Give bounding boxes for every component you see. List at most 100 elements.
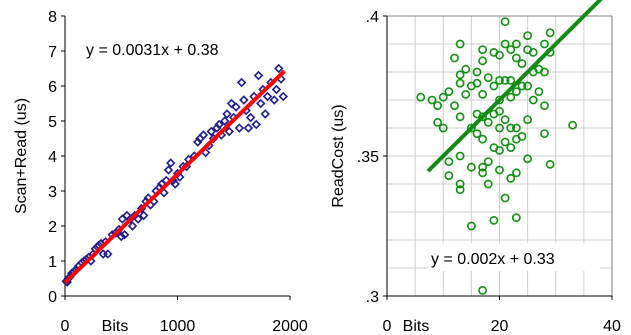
- data-point: [478, 90, 488, 99]
- data-point: [433, 101, 443, 110]
- data-point: [495, 95, 504, 105]
- x-axis-label: Bits: [403, 318, 430, 335]
- data-point: [506, 76, 516, 85]
- data-point: [517, 81, 527, 91]
- data-point: [545, 28, 555, 38]
- data-point: [206, 126, 216, 137]
- y-tick-label: 2: [48, 219, 57, 236]
- y-tick-label: 4: [48, 149, 57, 166]
- data-point: [444, 87, 454, 96]
- data-point: [455, 151, 465, 161]
- data-point: [506, 173, 516, 183]
- data-point: [506, 143, 516, 152]
- data-point: [139, 210, 149, 221]
- data-point: [262, 91, 273, 102]
- data-point: [461, 90, 471, 99]
- data-point: [483, 118, 493, 127]
- data-point: [239, 95, 249, 105]
- trend-equation: y = 0.002x + 0.33: [431, 251, 555, 268]
- data-point: [500, 76, 510, 85]
- data-point: [495, 165, 504, 175]
- data-point: [478, 56, 488, 66]
- data-point: [455, 179, 465, 189]
- data-point: [427, 95, 437, 105]
- data-point: [231, 102, 241, 112]
- y-axis-label: ReadCost (us): [330, 104, 347, 207]
- data-point: [540, 67, 549, 77]
- data-point: [511, 213, 521, 222]
- y-tick-label: .3: [366, 289, 379, 306]
- y-tick-label: 3: [48, 184, 57, 201]
- data-point: [133, 214, 143, 224]
- data-point: [466, 162, 476, 172]
- data-point: [500, 137, 510, 147]
- chart-read-cost: .3 .35 .4 0 20 40 y = 0.002x + 0.33 Bits Rea…: [330, 0, 621, 335]
- plot-area: [65, 16, 290, 296]
- data-point: [193, 137, 203, 147]
- data-point: [455, 112, 465, 122]
- data-point: [495, 50, 504, 60]
- data-point: [450, 101, 459, 110]
- data-point: [260, 109, 270, 119]
- data-point: [466, 221, 476, 231]
- data-point: [528, 48, 538, 57]
- data-point: [478, 45, 488, 54]
- data-point: [222, 109, 232, 119]
- data-point: [523, 81, 533, 91]
- data-point: [568, 120, 578, 130]
- y-axis-label: Scan+Read (us): [13, 98, 30, 214]
- y-tick-label: .35: [357, 149, 379, 166]
- y-tick-labels: .3 .35 .4: [357, 9, 387, 306]
- data-point: [127, 221, 138, 231]
- x-tick-label: 1000: [160, 318, 196, 335]
- data-point: [461, 64, 471, 74]
- data-point: [511, 123, 521, 133]
- data-point: [500, 17, 510, 26]
- data-point: [466, 123, 476, 133]
- data-point: [116, 231, 126, 242]
- data-point: [472, 67, 482, 77]
- data-point: [103, 249, 113, 259]
- data-point: [274, 63, 284, 74]
- data-point: [528, 95, 538, 105]
- data-point: [517, 59, 527, 68]
- y-tick-labels: 0 1 2 3 4 5 6 7 8: [48, 9, 65, 306]
- data-point: [540, 129, 549, 138]
- data-point: [495, 123, 504, 133]
- data-point: [212, 123, 222, 133]
- data-point: [517, 131, 527, 141]
- data-point: [251, 119, 261, 130]
- data-point: [444, 171, 454, 180]
- data-point: [495, 76, 504, 85]
- y-tick-label: 6: [48, 79, 57, 96]
- data-point: [511, 87, 521, 96]
- data-point: [483, 73, 493, 82]
- data-point: [220, 116, 230, 126]
- data-point: [534, 87, 544, 96]
- data-point: [416, 92, 426, 102]
- data-point: [438, 123, 448, 133]
- x-tick-label: 20: [491, 318, 509, 335]
- x-tick-labels: 0 1000 2000: [61, 296, 308, 335]
- equation-background: [428, 243, 600, 271]
- x-axis-label: Bits: [102, 318, 129, 335]
- data-point: [511, 53, 521, 63]
- data-point: [506, 92, 516, 102]
- data-point: [433, 118, 443, 127]
- data-point: [478, 168, 488, 178]
- data-point: [455, 78, 465, 88]
- data-point: [540, 39, 549, 49]
- data-points: [416, 17, 578, 295]
- data-point: [500, 39, 510, 49]
- data-point: [511, 168, 521, 178]
- data-point: [472, 78, 482, 88]
- data-point: [523, 154, 533, 164]
- y-tick-label: .4: [366, 9, 379, 26]
- x-tick-labels: 0 20 40: [383, 296, 621, 335]
- data-point: [506, 45, 516, 54]
- y-tick-label: 5: [48, 114, 57, 131]
- data-point: [455, 39, 465, 49]
- data-point: [478, 285, 488, 295]
- trend-equation: y = 0.0031x + 0.38: [86, 42, 219, 59]
